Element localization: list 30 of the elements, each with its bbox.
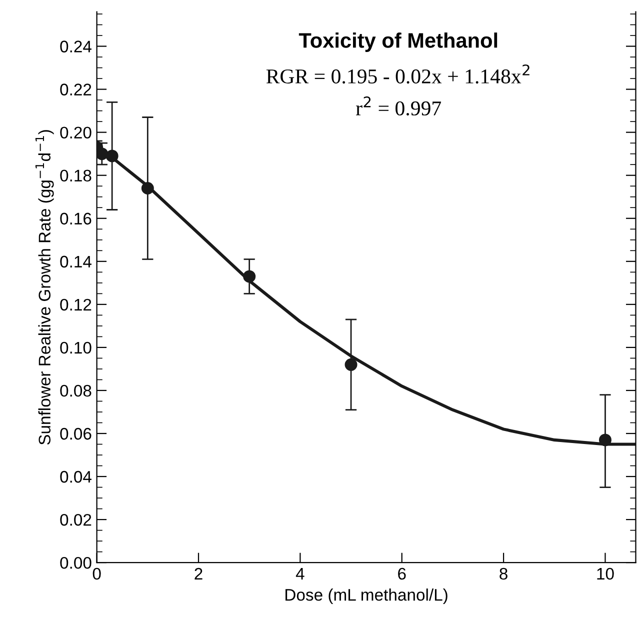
y-tick-label: 0.02 xyxy=(60,514,92,526)
y-tick-label: 0.06 xyxy=(60,428,92,440)
x-tick-label: 10 xyxy=(597,568,614,580)
y-axis-title: Sunflower Realtive Growth Rate (gg$^{−1}$d$^{−1}$) xyxy=(35,130,54,445)
y-tick-label: 0.00 xyxy=(60,556,92,569)
point xyxy=(141,182,154,194)
point xyxy=(598,434,612,446)
y-tick-label: 0.22 xyxy=(60,84,92,96)
y-tick-label: 0.14 xyxy=(60,256,92,268)
annotation: RGR = 0.195 - 0.02x + 1.148x$^{2}$ xyxy=(266,64,530,84)
point xyxy=(96,148,108,160)
x-tick-label: 0 xyxy=(92,568,101,580)
y-tick-label: 0.24 xyxy=(60,40,92,52)
y-tick-label: 0.18 xyxy=(60,170,92,182)
annotation: r$^{2}$ = 0.997 xyxy=(356,96,442,116)
y-tick-label: 0.16 xyxy=(60,212,92,225)
x-tick-label: 2 xyxy=(194,568,202,580)
point xyxy=(344,358,358,371)
y-tick-label: 0.04 xyxy=(60,470,92,483)
x-tick-label: 4 xyxy=(296,568,304,580)
y-tick-label: 0.08 xyxy=(60,384,92,397)
x-tick-label: 6 xyxy=(398,568,406,580)
point xyxy=(243,270,256,283)
y-tick-label: 0.12 xyxy=(60,298,92,311)
text: Toxicity of Methanol xyxy=(298,32,498,52)
y-tick-label: 0.10 xyxy=(60,342,92,354)
x-axis-title: Dose (mL methanol/L) xyxy=(286,588,448,604)
x-tick-label: 8 xyxy=(500,568,508,580)
point xyxy=(106,150,118,162)
y-tick-label: 0.20 xyxy=(60,126,92,139)
